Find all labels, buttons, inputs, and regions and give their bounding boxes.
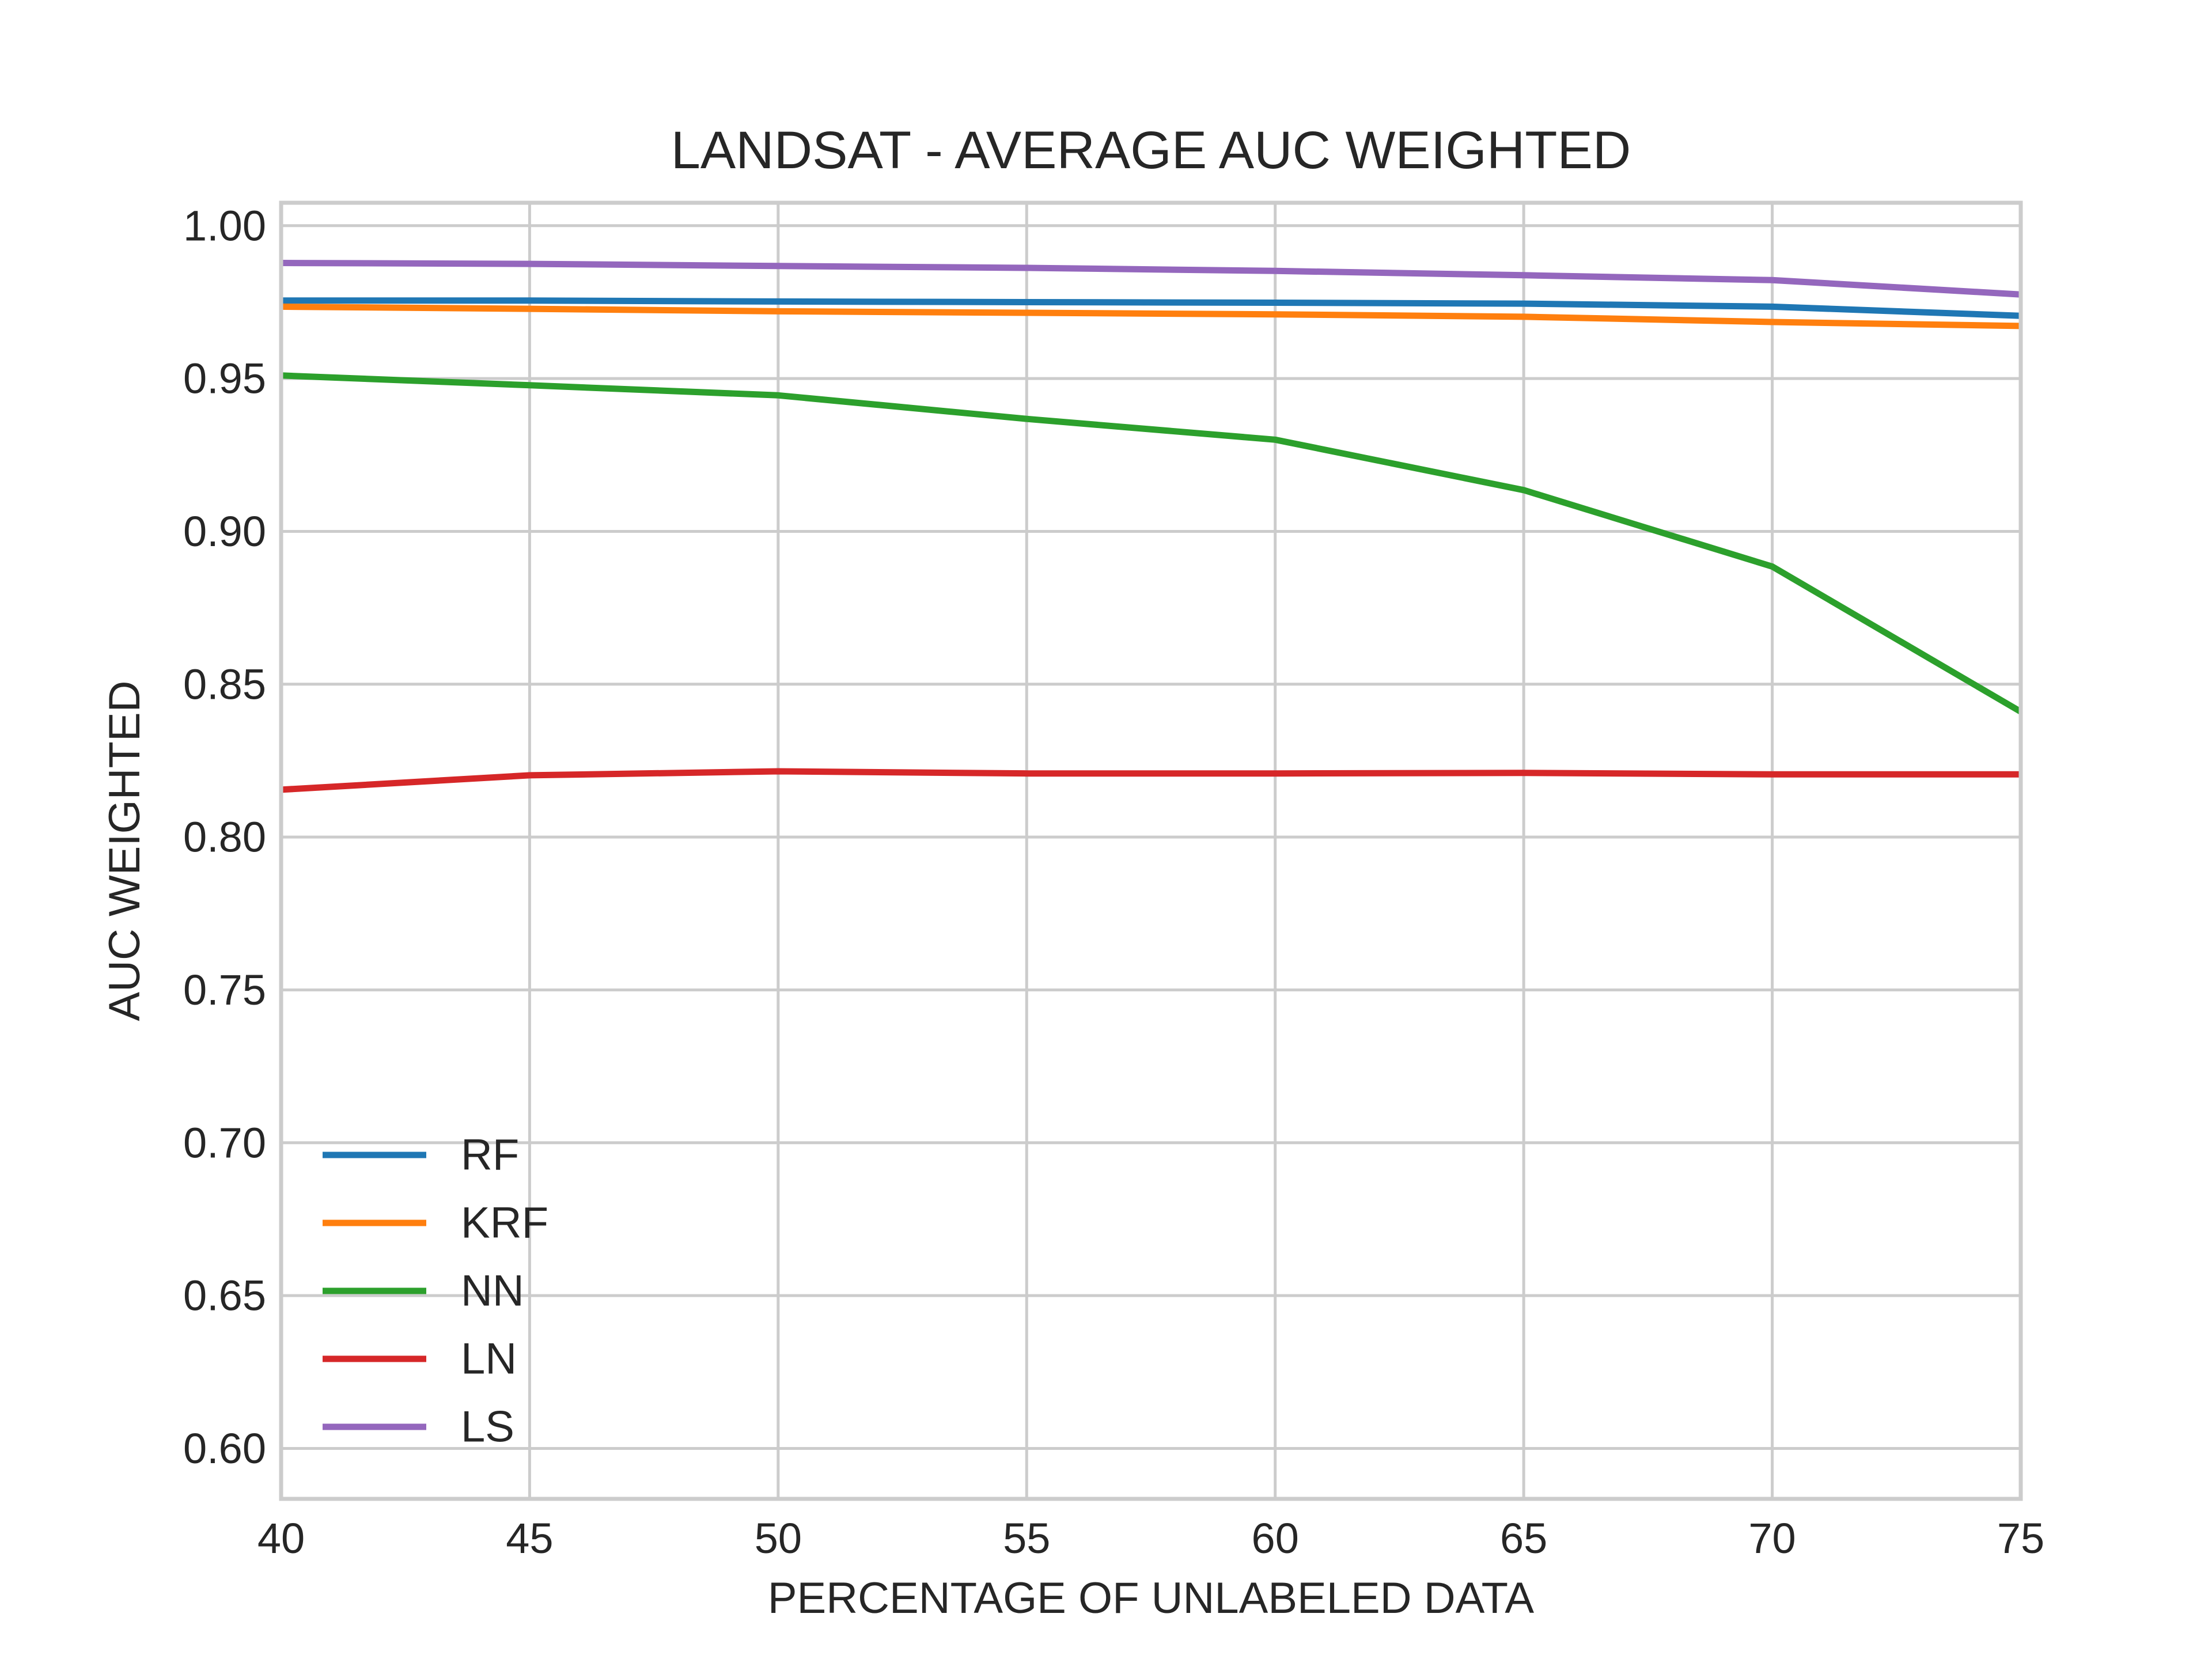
- series-lines: [281, 260, 2022, 793]
- x-axis-label: PERCENTAGE OF UNLABELED DATA: [768, 1574, 1535, 1623]
- series-line-krf: [281, 303, 2021, 329]
- y-tick-labels: 0.60 0.65 0.70 0.75 0.80 0.85 0.90 0.95 1.00: [183, 202, 266, 1472]
- x-tick-label: 55: [1003, 1514, 1050, 1562]
- y-tick-label: 0.95: [183, 355, 266, 403]
- y-tick-label: 0.75: [183, 966, 266, 1014]
- x-tick-labels: 40 45 50 55 60 65 70 75: [257, 1514, 2044, 1562]
- y-axis-label: AUC WEIGHTED: [100, 680, 149, 1021]
- legend-label-rf: RF: [461, 1131, 519, 1180]
- series-line-nn: [281, 372, 2022, 715]
- x-tick-label: 40: [257, 1514, 305, 1562]
- x-tick-label: 75: [1997, 1514, 2044, 1562]
- chart-title: LANDSAT - AVERAGE AUC WEIGHTED: [671, 121, 1631, 180]
- plot-frame: [279, 200, 2023, 1501]
- y-tick-label: 1.00: [183, 202, 266, 249]
- y-tick-label: 0.90: [183, 507, 266, 555]
- y-tick-label: 0.60: [183, 1425, 266, 1472]
- legend-label-krf: KRF: [461, 1199, 548, 1248]
- x-tick-label: 50: [755, 1514, 802, 1562]
- series-line-ln: [281, 768, 2021, 793]
- y-tick-label: 0.65: [183, 1272, 266, 1320]
- series-line-rf: [281, 297, 2021, 319]
- y-tick-label: 0.70: [183, 1119, 266, 1166]
- y-tick-label: 0.85: [183, 660, 266, 708]
- x-tick-label: 70: [1748, 1514, 1796, 1562]
- x-tick-label: 60: [1252, 1514, 1299, 1562]
- legend-label-nn: NN: [461, 1267, 524, 1316]
- legend: RF KRF NN LN LS: [323, 1131, 548, 1452]
- y-tick-label: 0.80: [183, 813, 266, 861]
- x-tick-label: 65: [1500, 1514, 1547, 1562]
- legend-label-ln: LN: [461, 1335, 517, 1384]
- legend-label-ls: LS: [461, 1403, 514, 1452]
- grid-lines: [279, 203, 2022, 1499]
- x-tick-label: 45: [506, 1514, 553, 1562]
- series-line-ls: [281, 260, 2021, 298]
